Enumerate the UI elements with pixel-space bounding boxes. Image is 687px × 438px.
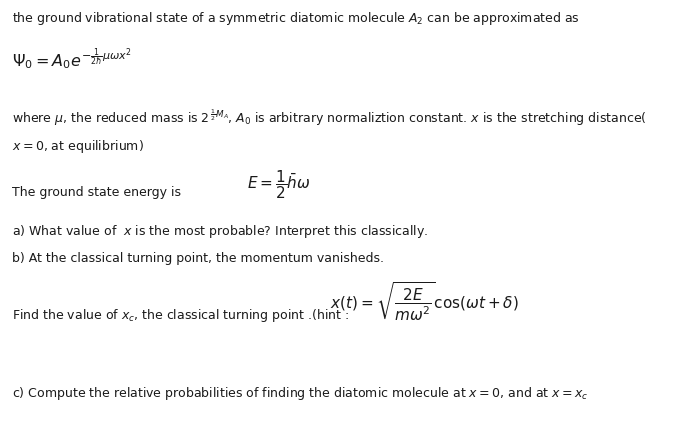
- Text: $x(t) = \sqrt{\dfrac{2E}{m\omega^2}}\cos(\omega t + \delta)$: $x(t) = \sqrt{\dfrac{2E}{m\omega^2}}\cos…: [330, 280, 519, 322]
- Text: $E = \dfrac{1}{2}\bar{h}\omega$: $E = \dfrac{1}{2}\bar{h}\omega$: [247, 169, 311, 201]
- Text: $x = 0$, at equilibrium): $x = 0$, at equilibrium): [12, 138, 144, 155]
- Text: Find the value of $x_c$, the classical turning point .(hint :: Find the value of $x_c$, the classical t…: [12, 307, 350, 324]
- Text: c) Compute the relative probabilities of finding the diatomic molecule at $x = 0: c) Compute the relative probabilities of…: [12, 385, 589, 403]
- Text: b) At the classical turning point, the momentum vanisheds.: b) At the classical turning point, the m…: [12, 252, 384, 265]
- Text: where $\mu$, the reduced mass is $2^{\,\frac{1}{2}M_A}$, $A_0$ is arbitrary norm: where $\mu$, the reduced mass is $2^{\,\…: [12, 107, 647, 127]
- Text: $\Psi_0 = A_0 e^{-\frac{1}{2\hbar}\mu\omega x^2}$: $\Psi_0 = A_0 e^{-\frac{1}{2\hbar}\mu\om…: [12, 46, 133, 72]
- Text: The ground state energy is: The ground state energy is: [12, 186, 181, 199]
- Text: the ground vibrational state of a symmetric diatomic molecule $A_2$ can be appro: the ground vibrational state of a symmet…: [12, 10, 581, 27]
- Text: a) What value of  $x$ is the most probable? Interpret this classically.: a) What value of $x$ is the most probabl…: [12, 223, 429, 240]
